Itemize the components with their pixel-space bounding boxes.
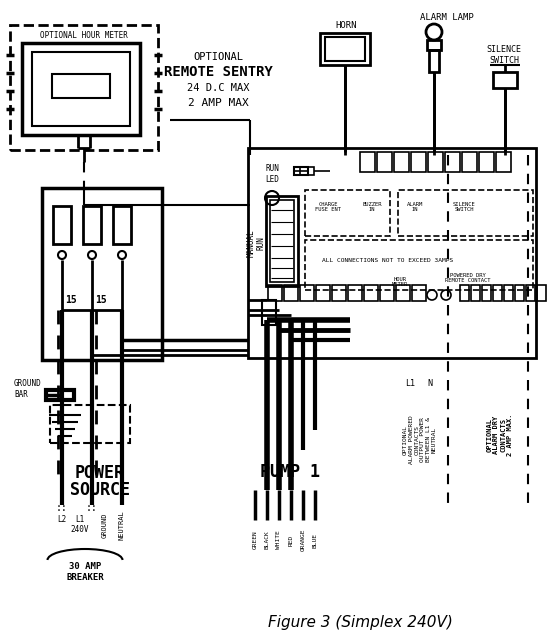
- Bar: [427, 40, 441, 50]
- Text: OPTIONAL
ALARM POWERED
CONTACTS
OUTPUT POWER
BETWEEN L1 &
NEUTRAL: OPTIONAL ALARM POWERED CONTACTS OUTPUT P…: [403, 415, 437, 465]
- Bar: [471, 285, 480, 301]
- Bar: [496, 152, 511, 172]
- Bar: [412, 285, 426, 301]
- Bar: [320, 33, 370, 65]
- Text: ALARM
IN: ALARM IN: [407, 201, 423, 212]
- Circle shape: [58, 251, 66, 259]
- Bar: [294, 167, 308, 175]
- Text: CHARGE
FUSE ENT: CHARGE FUSE ENT: [315, 201, 341, 212]
- Bar: [537, 285, 546, 301]
- Bar: [332, 285, 346, 301]
- Bar: [268, 285, 282, 301]
- Bar: [42, 188, 162, 360]
- Text: L1: L1: [76, 516, 84, 525]
- Text: MANUAL
RUN: MANUAL RUN: [246, 229, 266, 257]
- Bar: [348, 285, 362, 301]
- Text: ALARM LAMP: ALARM LAMP: [420, 13, 474, 22]
- Text: BLACK: BLACK: [264, 530, 269, 550]
- Bar: [46, 390, 74, 400]
- Text: PUMP 1: PUMP 1: [260, 463, 320, 481]
- Bar: [300, 285, 314, 301]
- Text: ORANGE: ORANGE: [300, 528, 305, 551]
- Text: RED: RED: [289, 534, 294, 546]
- Bar: [479, 152, 494, 172]
- Text: REMOTE SENTRY: REMOTE SENTRY: [163, 65, 273, 79]
- Text: OPTIONAL: OPTIONAL: [193, 52, 243, 62]
- Text: GROUND
BAR: GROUND BAR: [14, 380, 42, 399]
- Bar: [83, 206, 101, 244]
- Bar: [398, 190, 533, 236]
- Text: 30 AMP
BREAKER: 30 AMP BREAKER: [66, 562, 104, 581]
- Text: OPTIONAL HOUR METER: OPTIONAL HOUR METER: [40, 31, 128, 40]
- Text: ALL CONNECTIONS NOT TO EXCEED 3AMPS: ALL CONNECTIONS NOT TO EXCEED 3AMPS: [322, 258, 454, 263]
- Bar: [305, 190, 390, 236]
- Text: 240V: 240V: [71, 525, 89, 534]
- Bar: [493, 285, 502, 301]
- Text: SILENCE
SWITCH: SILENCE SWITCH: [486, 45, 522, 65]
- Bar: [396, 285, 410, 301]
- Bar: [380, 285, 394, 301]
- Bar: [460, 285, 469, 301]
- Bar: [411, 152, 426, 172]
- Text: Figure 3 (Simplex 240V): Figure 3 (Simplex 240V): [268, 615, 453, 629]
- Bar: [364, 285, 378, 301]
- Text: 15: 15: [95, 295, 107, 305]
- Text: HOUR
METER: HOUR METER: [392, 277, 408, 288]
- Bar: [305, 240, 533, 290]
- Bar: [113, 206, 131, 244]
- Bar: [504, 285, 513, 301]
- Bar: [266, 196, 298, 286]
- Bar: [428, 152, 443, 172]
- Text: HORN: HORN: [335, 20, 357, 29]
- Text: 15: 15: [65, 295, 77, 305]
- Text: WHITE: WHITE: [277, 530, 282, 550]
- Bar: [316, 285, 330, 301]
- Text: NEUTRAL: NEUTRAL: [119, 510, 125, 540]
- Text: SOURCE: SOURCE: [70, 481, 130, 499]
- Text: ::: ::: [86, 503, 98, 513]
- Bar: [52, 74, 110, 98]
- Text: POWER: POWER: [75, 464, 125, 482]
- Bar: [325, 37, 365, 61]
- Bar: [50, 405, 130, 443]
- Bar: [429, 50, 439, 72]
- Bar: [360, 152, 375, 172]
- Bar: [22, 43, 140, 135]
- Bar: [248, 148, 536, 358]
- Bar: [377, 152, 392, 172]
- Text: POWERED DRY
REMOTE CONTACT: POWERED DRY REMOTE CONTACT: [445, 273, 491, 284]
- Text: SILENCE
SWITCH: SILENCE SWITCH: [453, 201, 475, 212]
- Bar: [284, 285, 298, 301]
- Text: L1: L1: [405, 378, 415, 387]
- Bar: [262, 300, 276, 325]
- Bar: [482, 285, 491, 301]
- Text: 24 D.C MAX: 24 D.C MAX: [187, 83, 250, 93]
- Text: 2 AMP MAX: 2 AMP MAX: [188, 98, 248, 108]
- Text: GROUND: GROUND: [102, 512, 108, 538]
- Bar: [462, 152, 477, 172]
- Circle shape: [118, 251, 126, 259]
- Bar: [53, 206, 71, 244]
- Text: BLUE: BLUE: [312, 532, 317, 548]
- Bar: [445, 152, 460, 172]
- Text: BUZZER
IN: BUZZER IN: [362, 201, 382, 212]
- Text: OPTIONAL
ALARM DRY
CONTACTS
2 AMP MAX.: OPTIONAL ALARM DRY CONTACTS 2 AMP MAX.: [486, 413, 513, 456]
- Text: RUN
LED: RUN LED: [265, 164, 279, 183]
- Bar: [394, 152, 409, 172]
- Bar: [526, 285, 535, 301]
- Text: GREEN: GREEN: [252, 530, 257, 550]
- Bar: [32, 52, 130, 126]
- Bar: [300, 167, 314, 175]
- Text: L2: L2: [57, 516, 67, 525]
- Bar: [515, 285, 524, 301]
- Bar: [270, 200, 294, 282]
- Bar: [493, 72, 517, 88]
- Bar: [10, 25, 158, 150]
- Circle shape: [88, 251, 96, 259]
- Text: ::: ::: [56, 503, 68, 513]
- Text: N: N: [427, 378, 433, 387]
